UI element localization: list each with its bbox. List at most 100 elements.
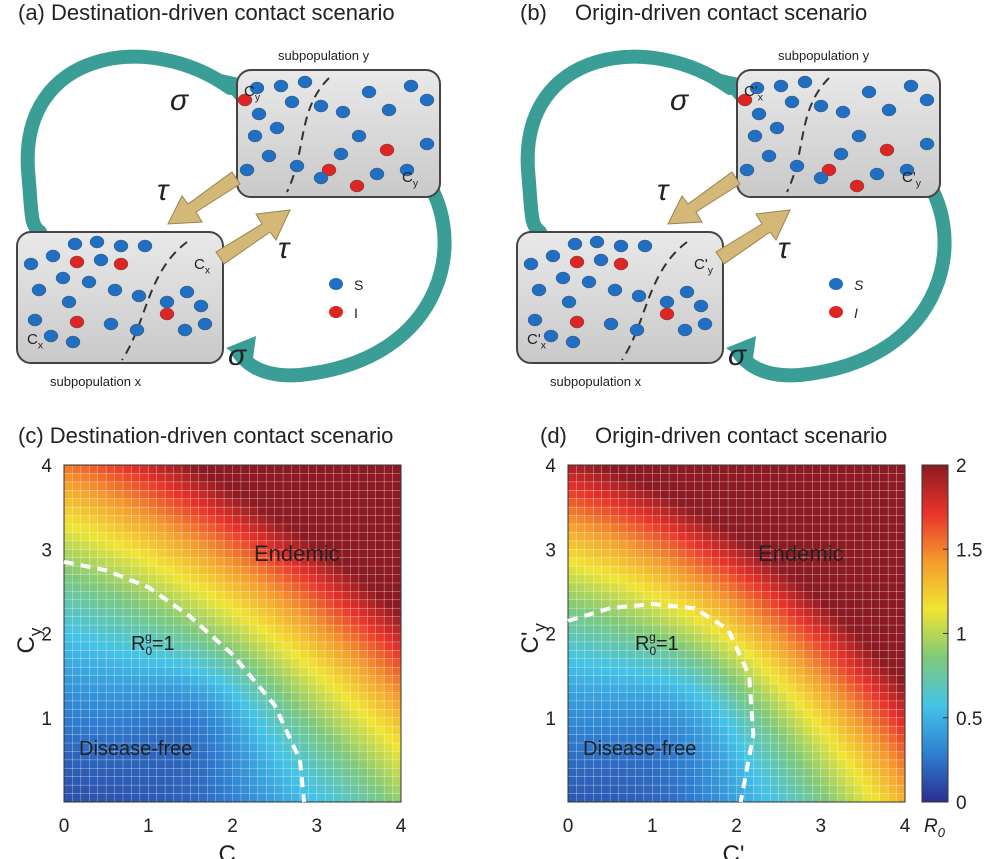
- tau-label-left: τ: [657, 174, 670, 207]
- susceptible-dot: [351, 129, 367, 143]
- susceptible-dot: [131, 289, 147, 303]
- teal-arrow-top: [520, 49, 737, 239]
- susceptible-dot: [679, 285, 695, 299]
- infected-dot: [659, 307, 675, 321]
- susceptible-dot: [103, 317, 119, 331]
- x-tick-label: 0: [59, 816, 70, 837]
- susceptible-dot: [403, 79, 419, 93]
- legend-dot-s: [829, 278, 843, 290]
- panel-b-diagram: (b) Origin-driven contact scenario C'x C'…: [516, 0, 994, 410]
- infected-dot: [737, 93, 753, 107]
- susceptible-dot: [693, 299, 709, 313]
- susceptible-dot: [813, 171, 829, 185]
- y-tick-label: 3: [545, 540, 556, 561]
- y-tick-label: 2: [41, 625, 52, 646]
- boundary-dashed-line-y: [786, 77, 830, 193]
- sigma-label-top: σ: [170, 84, 190, 117]
- susceptible-dot: [193, 299, 209, 313]
- infected-dot: [849, 179, 865, 193]
- colorbar-tick-label: 2: [956, 456, 967, 477]
- teal-arrowhead-bottom: [226, 336, 256, 366]
- susceptible-dot: [113, 239, 129, 253]
- subpopulation-x-label: subpopulation x: [550, 374, 642, 389]
- infected-dot: [69, 255, 85, 269]
- heatmap-cells: [567, 464, 906, 803]
- susceptible-dot: [399, 163, 415, 177]
- legend-dot-i: [329, 306, 343, 318]
- subpopulation-x-label: subpopulation x: [50, 374, 142, 389]
- susceptible-dot: [43, 329, 59, 343]
- susceptible-dot: [881, 103, 897, 117]
- infected-dot: [237, 93, 253, 107]
- teal-arrow-bottom: [731, 165, 952, 383]
- susceptible-dot: [93, 253, 109, 267]
- panel-d-heatmap: (d) Origin-driven contact scenario 0 1 2 3 4…: [500, 415, 994, 859]
- infected-dot: [379, 143, 395, 157]
- susceptible-dot: [555, 271, 571, 285]
- box-x-right-label: C'y: [694, 256, 714, 277]
- panel-a-label: (a): [18, 0, 45, 25]
- susceptible-dot: [335, 105, 351, 119]
- tau-arrow-down: [167, 171, 241, 225]
- threshold-curve: [567, 602, 756, 803]
- susceptible-dot: [251, 107, 267, 121]
- colorbar: [921, 464, 949, 803]
- susceptible-dot: [419, 137, 435, 151]
- box-y-right-label: C'y: [902, 169, 922, 190]
- susceptible-dot: [239, 163, 255, 177]
- region-endemic-label: Endemic: [254, 541, 340, 566]
- susceptible-dot: [589, 235, 605, 249]
- sigma-label-bottom: σ: [728, 339, 748, 372]
- susceptible-dot: [784, 95, 800, 109]
- legend-label-s: S: [854, 277, 864, 293]
- panel-c-title: (c) Destination-driven contact scenario: [18, 423, 393, 449]
- tau-arrow-down: [667, 171, 741, 225]
- susceptible-dot: [159, 295, 175, 309]
- susceptible-dot: [567, 237, 583, 251]
- susceptible-dot: [137, 239, 153, 253]
- panel-a-title-text: Destination-driven contact scenario: [51, 0, 395, 25]
- subpopulation-y-label: subpopulation y: [278, 48, 370, 63]
- susceptible-dot: [739, 163, 755, 177]
- susceptible-dot: [31, 283, 47, 297]
- susceptible-dot: [593, 253, 609, 267]
- susceptible-dot: [67, 237, 83, 251]
- susceptible-dot: [55, 271, 71, 285]
- panel-d-svg: 0 1 2 3 4 1 2 3 4 C'x C'y Endemic Disease-free R0g=1 0…: [517, 456, 982, 859]
- x-tick-label: 0: [563, 816, 574, 837]
- susceptible-dot: [797, 75, 813, 89]
- susceptible-dot: [581, 275, 597, 289]
- plot-frame: [567, 464, 906, 803]
- susceptible-dot: [869, 167, 885, 181]
- sigma-label-bottom: σ: [228, 339, 248, 372]
- legend-label-i: I: [854, 305, 858, 321]
- x-tick-label: 1: [143, 816, 154, 837]
- boundary-dashed-line-x: [121, 241, 188, 361]
- susceptible-dot: [637, 239, 653, 253]
- infected-dot: [613, 257, 629, 271]
- legend-dot-s: [329, 278, 343, 290]
- y-tick-label: 1: [545, 709, 556, 730]
- panel-a-svg: Cy Cy Cx Cx subpopulation y subpopulation x σ σ…: [16, 48, 452, 389]
- susceptible-dot: [607, 283, 623, 297]
- y-tick-label: 3: [41, 540, 52, 561]
- panel-b-title-text: Origin-driven contact scenario: [575, 0, 868, 25]
- infected-dot: [569, 315, 585, 329]
- subpopulation-x-box: [516, 231, 724, 364]
- x-tick-label: 2: [227, 816, 238, 837]
- susceptible-dot: [179, 285, 195, 299]
- susceptible-dot: [369, 167, 385, 181]
- x-tick-label: 3: [815, 816, 826, 837]
- susceptible-dot: [835, 105, 851, 119]
- panel-b-svg: C'x C'y C'y C'x subpopulation y subpopulation…: [516, 48, 952, 389]
- susceptible-dot: [23, 257, 39, 271]
- colorbar-tick-label: 0.5: [956, 709, 982, 730]
- susceptible-dot: [249, 81, 265, 95]
- panel-c-title-text: Destination-driven contact scenario: [49, 423, 394, 448]
- susceptible-dot: [747, 129, 763, 143]
- box-y-right-label: Cy: [402, 169, 419, 190]
- y-tick-label: 4: [545, 456, 556, 477]
- box-x-left-label: C'x: [527, 331, 547, 352]
- susceptible-dot: [813, 99, 829, 113]
- infected-dot: [349, 179, 365, 193]
